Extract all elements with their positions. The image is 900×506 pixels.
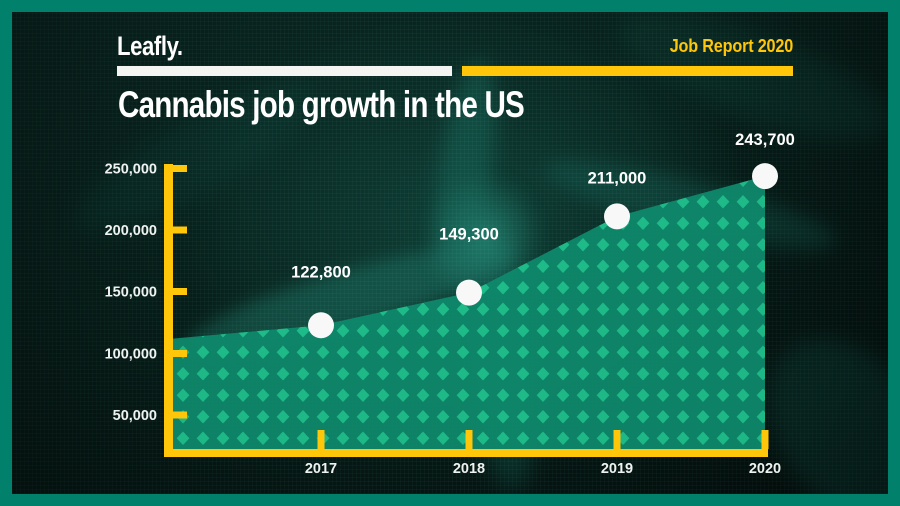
data-point-value-label: 122,800	[291, 263, 351, 281]
axes	[164, 164, 769, 457]
data-point-value-label: 149,300	[439, 226, 499, 244]
x-axis	[164, 449, 768, 457]
data-point-value-label: 211,000	[588, 169, 647, 187]
y-axis	[164, 164, 173, 457]
leafly-logo: Leafly.	[117, 31, 183, 61]
y-ticks	[173, 164, 187, 419]
x-tick-label: 2019	[601, 461, 633, 477]
y-tick-label: 100,000	[105, 346, 157, 362]
area-fill	[173, 176, 765, 449]
x-tick	[317, 430, 325, 449]
y-tick	[173, 349, 187, 357]
x-tick-label: 2017	[305, 461, 337, 477]
y-tick-label: 250,000	[105, 161, 157, 177]
y-tick-label: 150,000	[105, 285, 157, 301]
page-title: Cannabis job growth in the US	[118, 84, 525, 125]
x-tick	[465, 430, 473, 449]
report-label: Job Report 2020	[669, 36, 794, 56]
data-point-2017	[308, 312, 334, 339]
header-rule-white	[117, 66, 452, 76]
y-tick	[173, 288, 187, 296]
header-rule-yellow	[462, 66, 793, 76]
data-point-2020	[752, 163, 778, 190]
x-tick-labels: 2017 2018 2019 2020	[305, 461, 781, 477]
x-tick	[761, 430, 769, 449]
y-tick-labels: 50,000 100,000 150,000 200,000 250,000	[105, 161, 157, 424]
x-tick-label: 2020	[749, 461, 781, 477]
y-tick	[173, 411, 187, 419]
x-tick	[613, 430, 621, 449]
data-point-2019	[604, 203, 630, 230]
y-tick	[173, 164, 187, 172]
value-labels: 122,800 149,300 211,000 243,700	[291, 131, 795, 281]
data-points	[308, 163, 778, 339]
y-tick-label: 50,000	[113, 408, 157, 424]
data-point-value-label: 243,700	[735, 131, 795, 149]
y-tick-label: 200,000	[105, 223, 157, 239]
data-point-2018	[456, 279, 482, 306]
y-tick	[173, 226, 187, 234]
x-ticks	[317, 430, 769, 449]
x-tick-label: 2018	[453, 461, 485, 477]
